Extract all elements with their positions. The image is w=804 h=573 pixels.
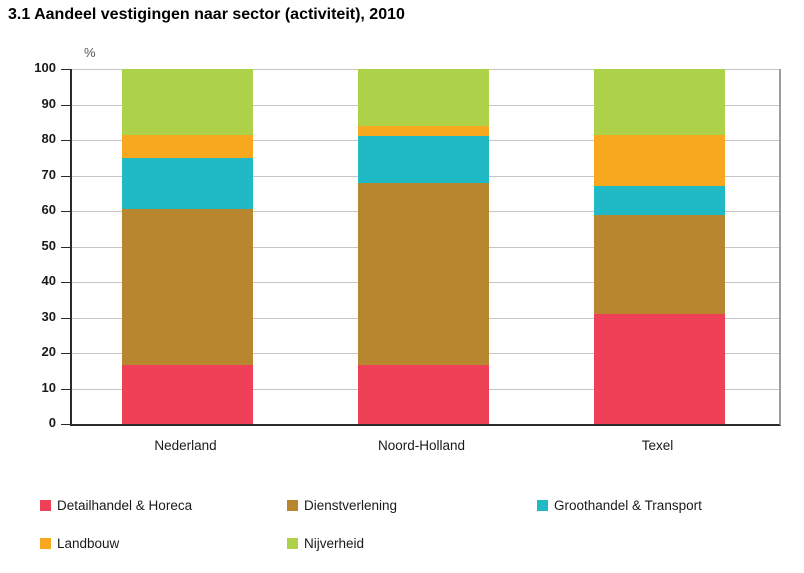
y-tick-label: 20 (41, 344, 56, 359)
bar-texel (594, 69, 725, 424)
bar-segment-dienstverlening (122, 209, 253, 366)
y-tick-label: 80 (41, 131, 56, 146)
plot-area (61, 69, 781, 426)
y-tick-label: 100 (34, 60, 56, 75)
legend-item: Landbouw (40, 535, 287, 551)
y-axis-tick (61, 104, 70, 106)
bar-segment-groothandel-transport (594, 186, 725, 215)
bar-segment-dienstverlening (594, 214, 725, 314)
legend-item: Nijverheid (287, 535, 537, 551)
y-axis-tick (61, 353, 70, 354)
y-axis-tick (61, 246, 70, 248)
legend-label: Landbouw (57, 535, 120, 551)
bar-nederland (122, 69, 253, 424)
bar-noord-holland (358, 69, 489, 424)
bar-segment-landbouw (594, 134, 725, 187)
y-tick-label: 90 (41, 95, 56, 111)
y-axis-tick (61, 211, 70, 212)
y-axis-tick (61, 140, 70, 141)
y-axis-tick (61, 317, 70, 319)
bar-segment-nijverheid (122, 69, 253, 135)
legend-swatch (40, 537, 51, 549)
legend-label: Dienstverlening (304, 497, 398, 513)
legend-swatch (287, 499, 298, 511)
bar-segment-detailhandel-horeca (122, 365, 253, 424)
chart-title: 3.1 Aandeel vestigingen naar sector (act… (8, 6, 405, 23)
bar-segment-detailhandel-horeca (594, 313, 725, 424)
legend-label: Detailhandel & Horeca (57, 497, 193, 513)
y-axis-tick (61, 282, 70, 283)
x-category-label: Nederland (154, 438, 217, 453)
y-axis: 0 10 20 30 40 50 60 70 80 90 100 (0, 60, 62, 430)
bar-segment-nijverheid (594, 69, 725, 135)
y-axis-tick (61, 69, 70, 70)
bar-segment-detailhandel-horeca (358, 365, 489, 424)
bar-segment-dienstverlening (358, 182, 489, 366)
legend-label: Nijverheid (304, 535, 365, 551)
y-tick-label: 30 (41, 308, 56, 324)
bar-segment-nijverheid (358, 69, 489, 126)
y-axis-tick (61, 388, 70, 390)
legend-label: Groothandel & Transport (554, 497, 702, 513)
y-tick-label: 70 (41, 166, 56, 182)
y-tick-label: 50 (41, 237, 56, 253)
y-axis-tick (61, 175, 70, 177)
bar-segment-groothandel-transport (122, 157, 253, 210)
legend-item: Dienstverlening (287, 497, 537, 513)
legend-swatch (537, 499, 548, 511)
y-tick-label: 10 (41, 379, 56, 395)
x-category-label: Texel (641, 438, 674, 453)
y-axis-tick (61, 424, 70, 425)
bar-segment-landbouw (358, 125, 489, 137)
y-axis-unit-label: % (84, 45, 96, 60)
bar-segment-groothandel-transport (358, 136, 489, 183)
legend-swatch (287, 537, 298, 549)
y-tick-label: 60 (41, 202, 56, 217)
bar-segment-landbouw (122, 134, 253, 158)
y-tick-label: 0 (48, 415, 56, 430)
x-category-label: Noord-Holland (377, 438, 466, 453)
x-axis-labels: Nederland Noord-Holland Texel (70, 424, 777, 454)
legend-item: Groothandel & Transport (537, 497, 790, 513)
legend: Detailhandel & Horeca Dienstverlening Groo… (40, 497, 790, 551)
y-tick-label: 40 (41, 273, 56, 288)
legend-swatch (40, 499, 51, 511)
legend-item: Detailhandel & Horeca (40, 497, 287, 513)
